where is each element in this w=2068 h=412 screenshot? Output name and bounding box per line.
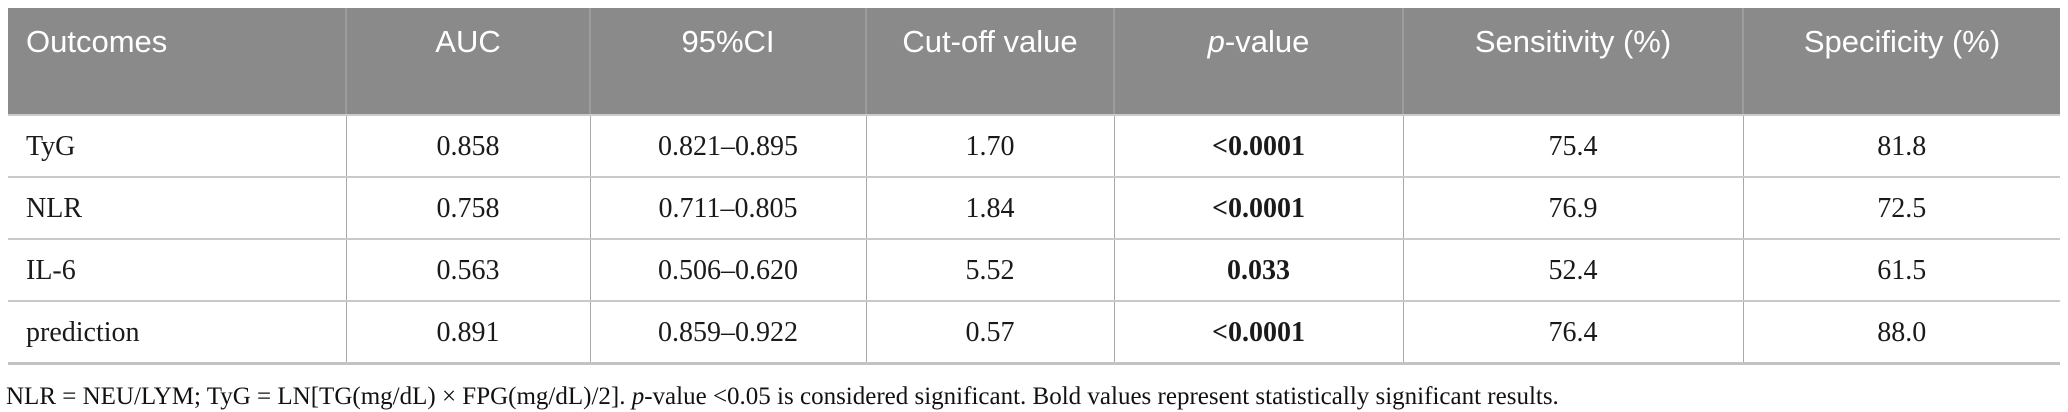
cell-ci: 0.711–0.805	[589, 177, 866, 240]
table-row-nlr: NLR 0.758 0.711–0.805 1.84 <0.0001 76.9 …	[8, 177, 2060, 240]
cell-outcome: TyG	[8, 115, 346, 178]
cell-specificity: 88.0	[1742, 301, 2060, 365]
footnote-italic-p: p	[631, 382, 645, 410]
cell-specificity: 81.8	[1742, 115, 2060, 178]
cell-ci: 0.859–0.922	[589, 301, 866, 365]
cell-auc: 0.758	[345, 177, 590, 240]
cell-outcome: prediction	[8, 301, 346, 365]
cell-outcome: IL-6	[8, 239, 346, 302]
table-footnote: NLR = NEU/LYM; TyG = LN[TG(mg/dL) × FPG(…	[6, 382, 2060, 412]
cell-cutoff: 1.84	[865, 177, 1114, 240]
cell-ci: 0.821–0.895	[589, 115, 866, 178]
cell-ci: 0.506–0.620	[589, 239, 866, 302]
cell-p-value: <0.0001	[1113, 177, 1403, 240]
column-header-cutoff: Cut-off value	[865, 8, 1114, 116]
cell-p-value: <0.0001	[1113, 301, 1403, 365]
cell-outcome: NLR	[8, 177, 346, 240]
cell-cutoff: 1.70	[865, 115, 1114, 178]
cell-sensitivity: 52.4	[1402, 239, 1743, 302]
table-row-tyg: TyG 0.858 0.821–0.895 1.70 <0.0001 75.4 …	[8, 115, 2060, 178]
cell-specificity: 61.5	[1742, 239, 2060, 302]
cell-auc: 0.563	[345, 239, 590, 302]
column-header-outcomes: Outcomes	[8, 8, 346, 116]
cell-specificity: 72.5	[1742, 177, 2060, 240]
p-value-italic-p: p	[1207, 24, 1225, 59]
cell-p-value: 0.033	[1113, 239, 1403, 302]
cell-cutoff: 0.57	[865, 301, 1114, 365]
cell-auc: 0.858	[345, 115, 590, 178]
paper-table-page: Outcomes AUC 95%CI Cut-off value p-value…	[0, 8, 2068, 412]
cell-sensitivity: 76.9	[1402, 177, 1743, 240]
footnote-part1: NLR = NEU/LYM; TyG = LN[TG(mg/dL) × FPG(…	[6, 382, 632, 410]
cell-cutoff: 5.52	[865, 239, 1114, 302]
column-header-ci: 95%CI	[589, 8, 866, 116]
column-header-specificity: Specificity (%)	[1742, 8, 2060, 116]
column-header-auc: AUC	[345, 8, 590, 116]
cell-auc: 0.891	[345, 301, 590, 365]
cell-sensitivity: 75.4	[1402, 115, 1743, 178]
cell-sensitivity: 76.4	[1402, 301, 1743, 365]
roc-analysis-table: Outcomes AUC 95%CI Cut-off value p-value…	[8, 8, 2060, 365]
footnote-part2: -value <0.05 is considered significant. …	[644, 382, 1559, 410]
column-header-p-value: p-value	[1113, 8, 1403, 116]
p-value-rest: -value	[1224, 24, 1310, 59]
column-header-sensitivity: Sensitivity (%)	[1402, 8, 1743, 116]
table-row-prediction: prediction 0.891 0.859–0.922 0.57 <0.000…	[8, 301, 2060, 365]
cell-p-value: <0.0001	[1113, 115, 1403, 178]
table-row-il6: IL-6 0.563 0.506–0.620 5.52 0.033 52.4 6…	[8, 239, 2060, 302]
table-header-row: Outcomes AUC 95%CI Cut-off value p-value…	[8, 8, 2060, 116]
